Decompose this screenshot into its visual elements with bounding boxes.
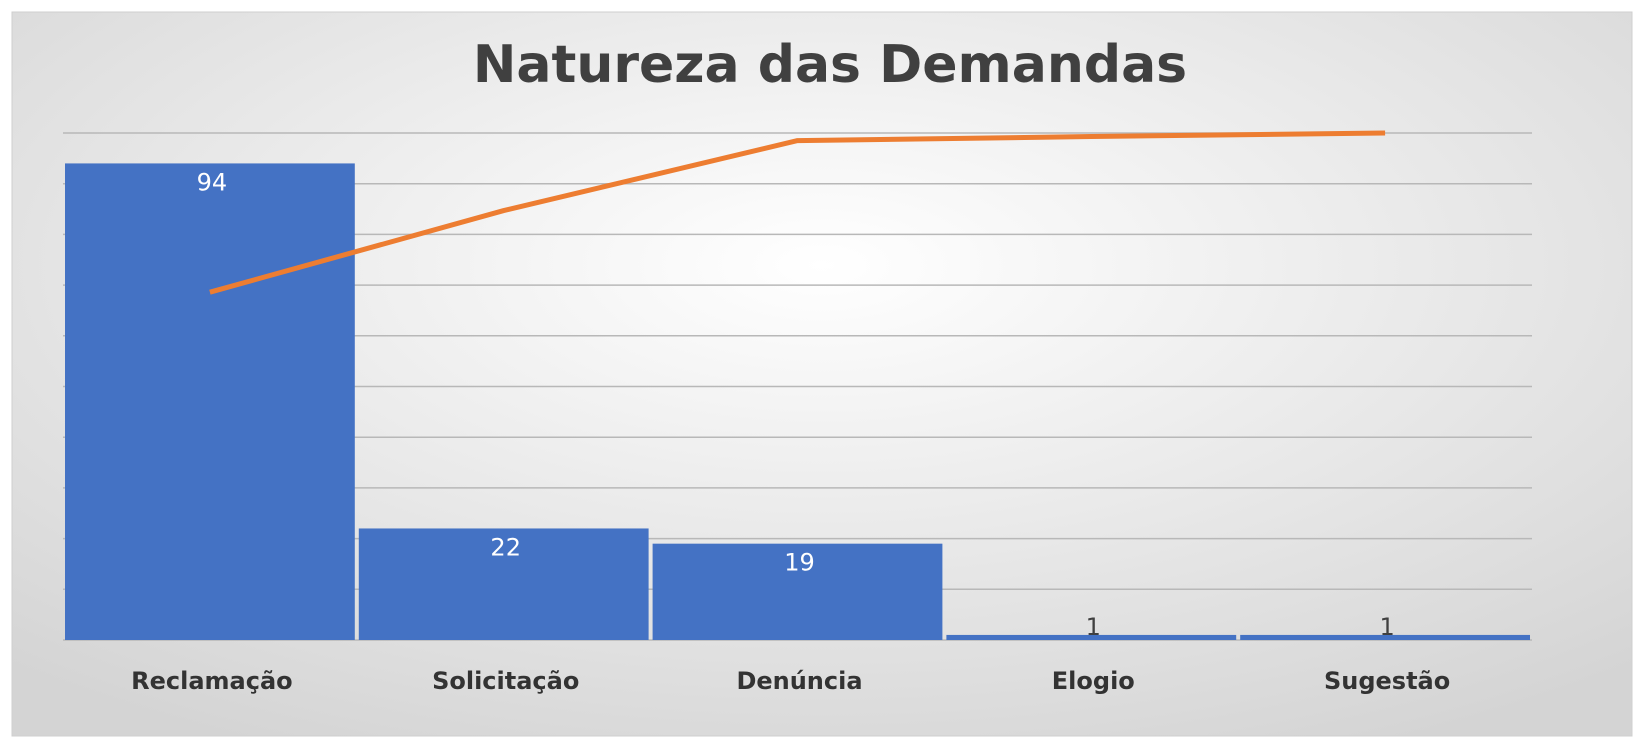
bar <box>946 634 1237 640</box>
x-tick-label: Solicitação <box>432 667 579 695</box>
bar <box>358 528 649 640</box>
chart-title: Natureza das Demandas <box>473 35 1187 95</box>
data-label: 1 <box>1086 613 1101 641</box>
x-tick-label: Reclamação <box>131 667 293 695</box>
x-tick-label: Sugestão <box>1324 667 1450 695</box>
bar <box>65 163 355 641</box>
x-tick-label: Elogio <box>1052 667 1135 695</box>
data-label: 22 <box>490 533 521 561</box>
bar <box>652 543 943 640</box>
x-tick-label: Denúncia <box>736 667 862 695</box>
bar <box>1240 634 1530 640</box>
data-label: 94 <box>197 168 228 196</box>
data-label: 1 <box>1379 613 1394 641</box>
cumulative-line <box>209 130 1386 295</box>
data-label: 19 <box>784 549 815 577</box>
